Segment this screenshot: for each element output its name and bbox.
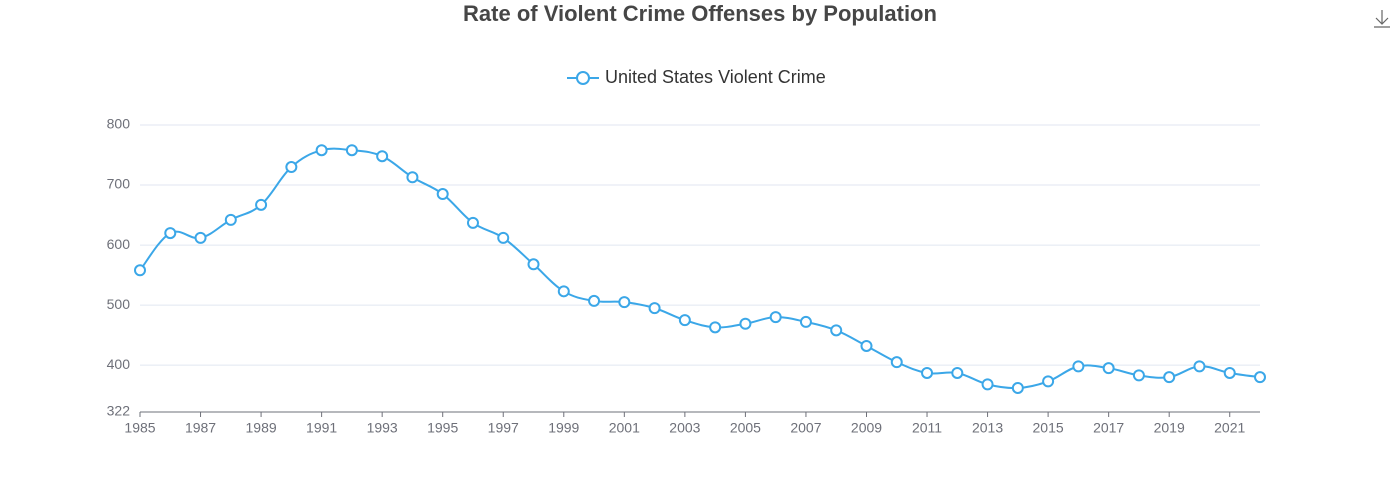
data-point: [1223, 366, 1236, 379]
data-point: [588, 294, 601, 307]
data-point: [951, 366, 964, 379]
x-tick-label: 1999: [548, 420, 579, 436]
data-point: [466, 216, 479, 229]
download-icon[interactable]: [1374, 10, 1390, 28]
data-point: [315, 144, 328, 157]
x-tick-label: 2003: [669, 420, 700, 436]
data-point: [497, 231, 510, 244]
x-tick-label: 1991: [306, 420, 337, 436]
data-point: [709, 321, 722, 334]
data-point: [618, 296, 631, 309]
data-point: [981, 378, 994, 391]
data-point: [164, 227, 177, 240]
legend-label[interactable]: United States Violent Crime: [605, 67, 826, 87]
data-point: [799, 315, 812, 328]
x-tick-label: 2015: [1033, 420, 1064, 436]
x-tick-label: 2021: [1214, 420, 1245, 436]
data-point: [769, 311, 782, 324]
data-point: [134, 264, 146, 277]
x-tick-label: 2013: [972, 420, 1003, 436]
y-tick-label: 322: [107, 403, 131, 419]
data-point: [1102, 362, 1115, 375]
data-point: [1132, 369, 1145, 382]
data-point: [406, 171, 419, 184]
data-point: [1163, 371, 1176, 384]
x-tick-label: 1987: [185, 420, 216, 436]
y-tick-label: 400: [107, 356, 131, 372]
x-tick-label: 1985: [124, 420, 155, 436]
data-point: [1254, 371, 1266, 384]
data-point: [285, 161, 298, 174]
data-point: [678, 314, 691, 327]
y-tick-label: 500: [107, 296, 131, 312]
data-point: [860, 339, 873, 352]
chart-title: Rate of Violent Crime Offenses by Popula…: [463, 1, 937, 26]
x-tick-label: 1997: [488, 420, 519, 436]
data-point: [830, 324, 843, 337]
y-tick-label: 700: [107, 176, 131, 192]
x-tick-label: 1989: [246, 420, 277, 436]
x-tick-label: 2009: [851, 420, 882, 436]
y-tick-label: 600: [107, 236, 131, 252]
data-point: [436, 188, 449, 201]
legend-marker: [576, 71, 590, 85]
download-button[interactable]: [1374, 10, 1390, 28]
x-tick-label: 2007: [790, 420, 821, 436]
data-point: [224, 213, 237, 226]
x-tick-label: 2017: [1093, 420, 1124, 436]
data-point: [194, 231, 207, 244]
data-point: [1042, 375, 1055, 388]
series-line: [139, 147, 1261, 390]
data-point: [1011, 381, 1024, 394]
data-point: [1193, 360, 1206, 373]
x-tick-label: 2001: [609, 420, 640, 436]
x-tick-label: 2011: [912, 420, 942, 436]
data-point: [345, 144, 358, 157]
x-tick-label: 1993: [367, 420, 398, 436]
data-point: [648, 302, 661, 315]
x-tick-label: 1995: [427, 420, 458, 436]
x-tick-label: 2005: [730, 420, 761, 436]
data-point: [376, 150, 389, 163]
data-point: [739, 317, 752, 330]
data-point: [527, 258, 540, 271]
data-point: [255, 198, 268, 211]
data-point: [557, 285, 570, 298]
x-tick-label: 2019: [1154, 420, 1185, 436]
data-point: [921, 366, 934, 379]
data-point: [890, 356, 903, 369]
data-point: [1072, 360, 1085, 373]
y-tick-label: 800: [107, 116, 131, 132]
